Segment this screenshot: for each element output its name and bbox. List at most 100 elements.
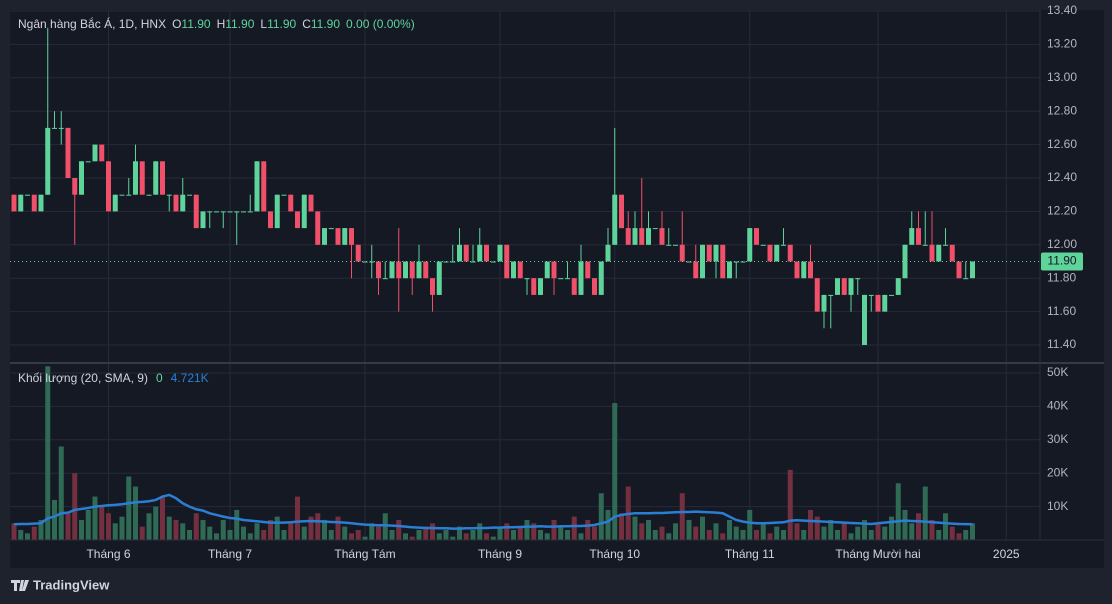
x-tick-label: Tháng 11	[725, 547, 775, 561]
candle-body	[416, 261, 422, 279]
candle-body	[65, 127, 71, 178]
candle-body	[943, 244, 948, 246]
ohlc-key: O	[172, 17, 181, 31]
candle-body	[592, 278, 597, 295]
candle-body	[767, 244, 773, 262]
sma-line	[13, 493, 973, 530]
candle-body	[92, 144, 98, 162]
candle-body	[625, 228, 631, 245]
volume-bar	[308, 516, 314, 540]
candle-body	[234, 211, 240, 213]
volume-bar	[382, 513, 388, 540]
volume-bar	[160, 496, 165, 540]
candle-body	[558, 278, 564, 280]
ohlc-key: H	[217, 17, 226, 31]
candle-body	[760, 244, 766, 246]
volume-bar	[241, 526, 246, 540]
candle-body	[18, 194, 24, 212]
volume-bar	[598, 493, 604, 540]
volume-bar	[868, 529, 874, 540]
candle-body	[659, 228, 665, 245]
candle-body	[538, 278, 543, 295]
candle-body	[686, 261, 692, 263]
volume-bar	[531, 523, 537, 540]
candle-body	[335, 228, 341, 245]
volume-bar	[423, 526, 429, 540]
volume-bar	[72, 473, 78, 540]
volume-legend: Khối lượng (20, SMA, 9) 0 4.721K	[18, 371, 209, 385]
volume-bar	[612, 403, 618, 540]
volume-bar	[700, 516, 705, 540]
volume-bar	[389, 529, 395, 540]
y-tick-label: 13.40	[1047, 3, 1077, 17]
volume-bar	[814, 516, 820, 540]
volume-bar	[585, 519, 591, 540]
candle-body	[544, 261, 550, 279]
x-tick-label: Tháng 9	[478, 547, 522, 561]
volume-bar	[936, 529, 942, 540]
x-tick-label: Tháng 10	[589, 547, 640, 561]
candle-body	[835, 278, 840, 295]
volume-bar	[369, 523, 375, 540]
volume-bar	[355, 529, 361, 540]
volume-bar	[234, 509, 240, 540]
candle-body	[733, 261, 739, 263]
x-tick-label: Tháng 6	[86, 547, 130, 561]
volume-bar	[781, 529, 786, 540]
volume-bar	[740, 529, 746, 540]
volume-bar	[288, 523, 294, 540]
candle-body	[470, 261, 476, 263]
volume-bar	[639, 523, 645, 540]
candle-body	[403, 261, 408, 279]
volume-bar	[592, 526, 597, 540]
ohlc-key: L	[260, 17, 267, 31]
volume-bar	[146, 513, 152, 540]
candle-body	[133, 161, 138, 195]
volume-bar	[58, 446, 64, 540]
candle-body	[214, 211, 219, 213]
volume-bar	[457, 526, 462, 540]
volume-bar	[841, 523, 847, 540]
volume-bar	[430, 523, 435, 540]
volume-bar	[544, 533, 550, 540]
volume-bar	[261, 529, 267, 540]
volume-bar	[686, 519, 692, 540]
candle-body	[308, 194, 314, 212]
candle-body	[58, 127, 64, 129]
volume-bar	[11, 523, 17, 540]
volume-bar	[902, 509, 908, 540]
volume-bar	[301, 526, 307, 540]
volume-bar	[403, 533, 408, 540]
candle-body	[868, 294, 874, 296]
grid	[10, 10, 1040, 540]
candle-body	[45, 127, 51, 195]
volume-bar	[173, 519, 179, 540]
volume-bar	[281, 529, 287, 540]
volume-bar	[268, 519, 273, 540]
volume-bar	[315, 513, 321, 540]
candle-body	[281, 194, 287, 196]
volume-bar	[376, 526, 381, 540]
volume-bar	[193, 513, 199, 540]
candle-body	[79, 161, 84, 195]
candle-body	[430, 278, 435, 295]
volume-bar	[139, 526, 145, 540]
candle-body	[646, 228, 651, 245]
candle-body	[315, 211, 321, 245]
volume-bar	[720, 533, 726, 540]
candle-body	[862, 294, 867, 345]
candle-body	[301, 194, 307, 229]
candle-body	[160, 161, 165, 195]
volume-bar	[227, 529, 233, 540]
x-tick-label: Tháng Mười hai	[835, 547, 920, 561]
volume-bar	[92, 496, 98, 540]
symbol-title: Ngân hàng Bắc Á, 1D, HNX	[18, 16, 166, 31]
candle-body	[970, 261, 975, 279]
volume-bar	[565, 529, 570, 540]
candle-body	[814, 278, 820, 312]
candle-body	[605, 244, 611, 262]
candle-body	[362, 261, 368, 263]
volume-bar	[443, 529, 449, 540]
volume-bar	[659, 526, 665, 540]
logo-mark	[11, 580, 29, 591]
